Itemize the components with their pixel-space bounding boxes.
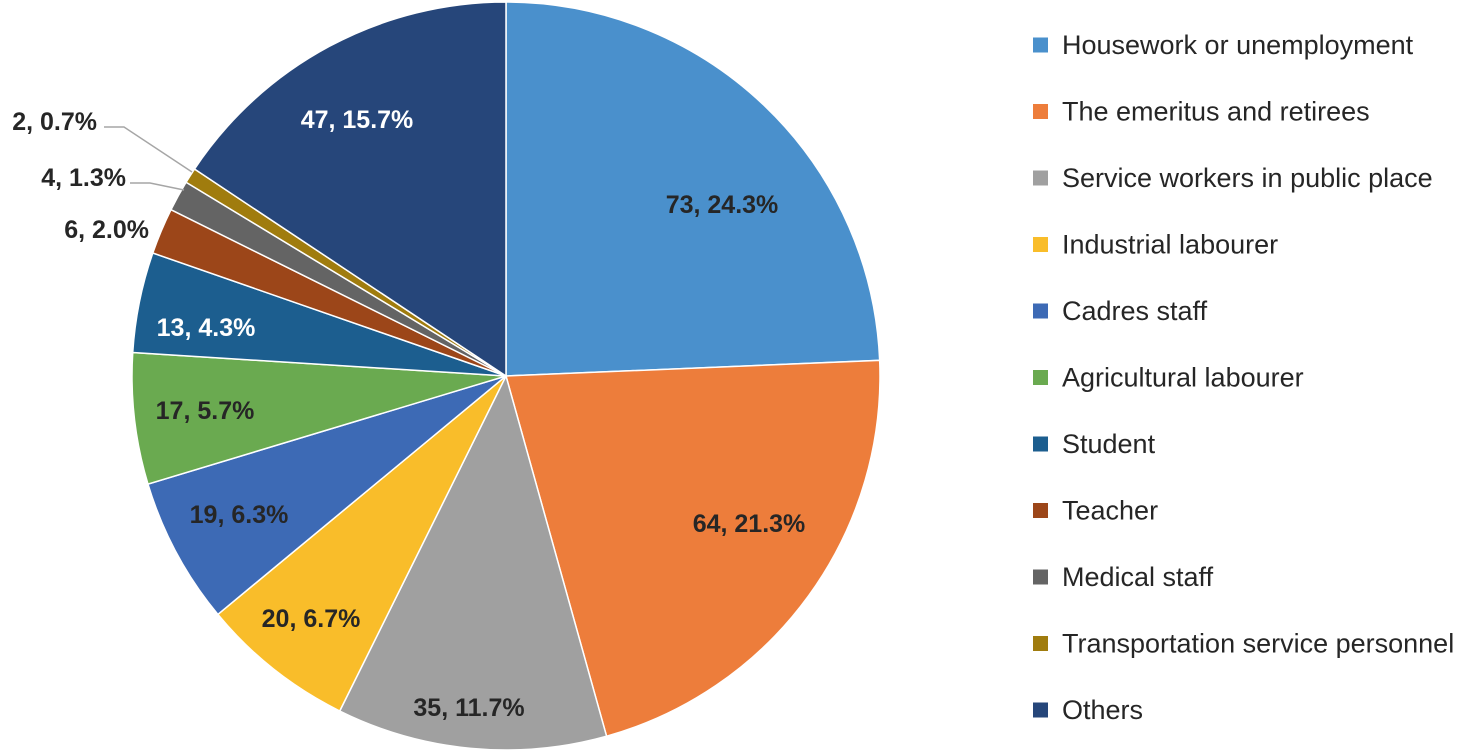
legend-swatch-agricultural-labourer [1033,370,1048,385]
pie-slice-service-workers-in-public-place [338,373,608,751]
legend: Housework or unemployment The emeritus an… [1033,30,1454,725]
pie-slices [131,1,881,751]
legend-label-service-workers-in-public-place: Service workers in public place [1062,163,1433,193]
legend-swatch-transportation-service-personnel [1033,636,1048,651]
slice-label-industrial-labourer: 20, 6.7% [262,605,361,633]
leader-line-transportation-service-personnel [104,126,193,173]
leader-lines [104,126,193,191]
slice-label-transportation-service-personnel: 2, 0.7% [12,108,97,136]
pie-slice-agricultural-labourer [131,351,507,486]
legend-label-the-emeritus-and-retirees: The emeritus and retirees [1062,97,1370,127]
slice-label-agricultural-labourer: 17, 5.7% [156,397,255,425]
slice-label-medical-staff: 4, 1.3% [41,164,126,192]
pie-slice-housework-or-unemployment [505,1,881,377]
slice-label-housework-or-unemployment: 73, 24.3% [666,191,779,219]
slice-label-cadres-staff: 19, 6.3% [190,501,289,529]
legend-swatch-housework-or-unemployment [1033,37,1048,53]
legend-label-agricultural-labourer: Agricultural labourer [1062,363,1304,393]
legend-swatch-teacher [1033,503,1048,518]
legend-label-student: Student [1062,429,1156,459]
pie-slice-industrial-labourer [216,375,507,713]
legend-swatch-medical-staff [1033,569,1048,585]
pie-slice-others [193,1,507,378]
legend-swatch-service-workers-in-public-place [1033,170,1048,186]
pie-slice-cadres-staff [147,375,507,616]
slice-labels: 73, 24.3% 64, 21.3% 35, 11.7% 20, 6.7% 19, 6… [12,106,805,722]
leader-line-medical-staff [130,182,185,191]
legend-label-cadres-staff: Cadres staff [1062,296,1208,326]
legend-label-transportation-service-personnel: Transportation service personnel [1062,629,1454,659]
slice-label-teacher: 6, 2.0% [64,216,149,244]
legend-swatch-cadres-staff [1033,303,1048,319]
legend-swatch-student [1033,436,1048,452]
legend-swatch-industrial-labourer [1033,237,1048,252]
legend-label-industrial-labourer: Industrial labourer [1062,230,1278,260]
legend-swatch-the-emeritus-and-retirees [1033,104,1048,119]
legend-label-housework-or-unemployment: Housework or unemployment [1062,30,1414,60]
slice-label-the-emeritus-and-retirees: 64, 21.3% [693,510,806,538]
legend-swatch-others [1033,702,1048,718]
pie-slice-the-emeritus-and-retirees [505,359,881,738]
slice-label-others: 47, 15.7% [301,106,414,134]
slice-label-student: 13, 4.3% [157,314,256,342]
legend-label-medical-staff: Medical staff [1062,562,1214,592]
legend-label-others: Others [1062,695,1143,725]
slice-label-service-workers-in-public-place: 35, 11.7% [413,694,524,722]
legend-label-teacher: Teacher [1062,496,1158,526]
